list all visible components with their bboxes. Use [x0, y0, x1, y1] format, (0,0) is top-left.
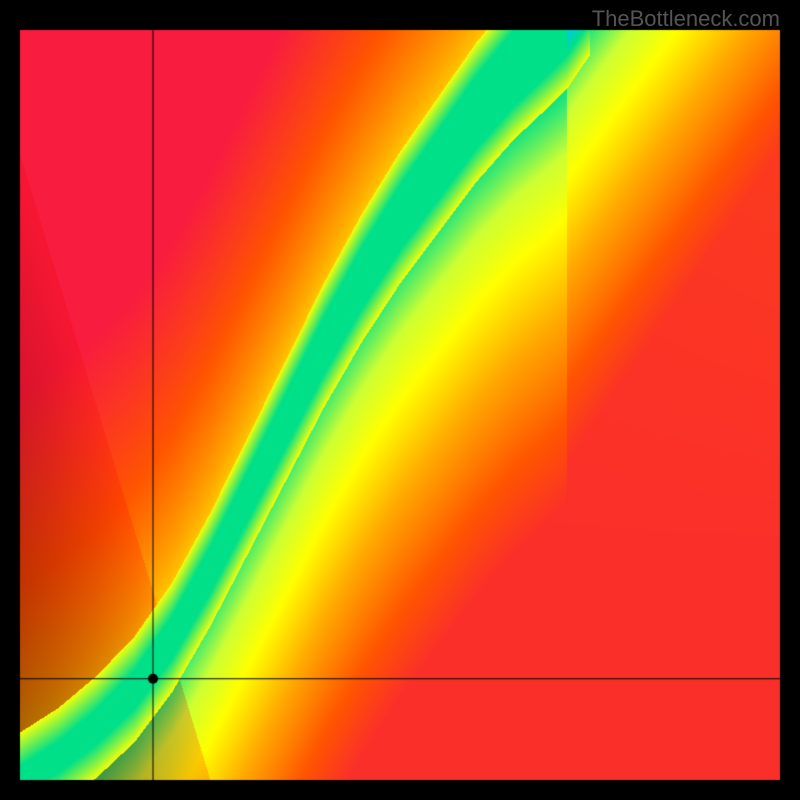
watermark-text: TheBottleneck.com: [592, 6, 780, 32]
heatmap-canvas: [0, 0, 800, 800]
chart-container: TheBottleneck.com: [0, 0, 800, 800]
